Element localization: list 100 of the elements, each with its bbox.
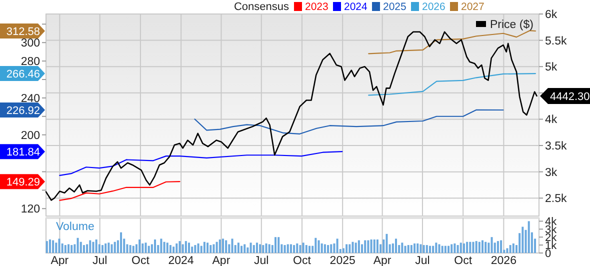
- bar: [410, 245, 412, 253]
- bar: [169, 245, 172, 253]
- bar: [302, 242, 304, 253]
- bar: [222, 238, 224, 253]
- bar: [250, 242, 252, 253]
- bar: [490, 237, 493, 253]
- y-tick-label: 149.29: [6, 176, 40, 189]
- bar: [194, 245, 196, 253]
- x-tick-label: 2025: [330, 255, 356, 266]
- bar: [454, 243, 456, 253]
- bar: [259, 244, 262, 253]
- bar: [218, 239, 221, 253]
- bar: [129, 245, 132, 253]
- x-tick-label: Oct: [293, 255, 312, 266]
- bar: [172, 246, 175, 253]
- bar: [472, 242, 474, 253]
- x-tick-label: Jul: [92, 255, 108, 266]
- bar: [320, 243, 323, 253]
- y-tick-label: 240: [20, 92, 40, 105]
- bar: [64, 245, 66, 253]
- line-series: [368, 30, 536, 54]
- bar: [296, 243, 298, 253]
- bar: [456, 245, 459, 253]
- y-axis-title: Volume: [56, 221, 94, 233]
- bar: [314, 238, 317, 253]
- bar: [354, 242, 357, 253]
- bar: [206, 242, 209, 253]
- bar: [184, 241, 187, 253]
- bar: [101, 245, 104, 253]
- bar: [82, 245, 85, 253]
- bar: [163, 242, 166, 253]
- bar: [460, 242, 462, 253]
- bar: [308, 246, 310, 253]
- bar: [104, 243, 107, 253]
- bar: [506, 248, 508, 253]
- bar: [120, 232, 122, 253]
- y2-tick-label: 5k: [545, 62, 558, 74]
- bar: [395, 238, 397, 253]
- x-tick-label: Oct: [132, 255, 150, 266]
- bar: [210, 245, 212, 253]
- y-tick-label: 266.46: [6, 68, 40, 81]
- bar: [401, 242, 404, 253]
- x-tick-label: Jul: [415, 255, 430, 266]
- bar: [370, 239, 372, 253]
- bar: [278, 237, 280, 253]
- x-tick-label: Jul: [254, 255, 269, 266]
- bar: [203, 242, 206, 253]
- bar: [176, 243, 178, 253]
- y2-tick-label: 3.5k: [545, 140, 567, 153]
- bar: [265, 243, 268, 253]
- bar: [89, 240, 92, 253]
- bar: [46, 241, 48, 253]
- line-series: [45, 31, 538, 201]
- bar: [237, 242, 240, 253]
- bar: [432, 246, 434, 253]
- bar: [448, 246, 450, 253]
- bar: [367, 240, 370, 253]
- bar: [462, 243, 465, 253]
- x-tick-label: 2026: [490, 255, 516, 266]
- bar: [252, 245, 255, 253]
- bar: [290, 244, 292, 253]
- bar: [95, 239, 98, 253]
- bar: [188, 242, 190, 253]
- legend-label: 2023: [305, 1, 329, 13]
- legend-label: 2025: [383, 1, 407, 13]
- bar: [361, 244, 364, 253]
- bar: [225, 240, 228, 253]
- bar: [450, 244, 453, 253]
- bar: [364, 240, 366, 253]
- bar: [404, 246, 406, 253]
- y-tick-label: 300: [20, 38, 40, 50]
- bar: [444, 246, 446, 253]
- bar: [528, 221, 530, 253]
- x-tick-label: Oct: [454, 255, 473, 266]
- bar: [240, 246, 243, 253]
- bar: [475, 241, 478, 253]
- bar: [286, 244, 289, 253]
- bar: [244, 244, 246, 253]
- bar: [68, 244, 70, 253]
- bar: [346, 244, 348, 253]
- bar: [142, 243, 144, 253]
- bar: [466, 242, 468, 253]
- bar: [70, 245, 73, 253]
- bar: [386, 234, 388, 253]
- bar: [274, 237, 277, 253]
- bar: [358, 240, 360, 253]
- bar: [327, 245, 330, 253]
- legend-label: 2024: [344, 1, 368, 13]
- bar: [191, 246, 194, 253]
- bar: [58, 238, 60, 253]
- bar: [330, 244, 332, 253]
- bar: [422, 245, 425, 253]
- bar: [132, 246, 134, 253]
- y-tick-label: 0: [545, 248, 552, 260]
- bar: [482, 240, 484, 253]
- bar: [500, 240, 502, 253]
- bar: [55, 242, 58, 253]
- bar: [52, 240, 54, 253]
- bar: [305, 245, 308, 253]
- line-series: [194, 109, 504, 134]
